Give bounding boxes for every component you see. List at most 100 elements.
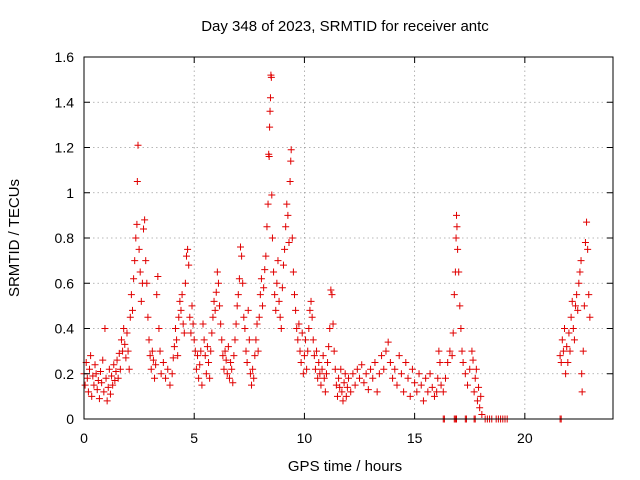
data-point	[454, 245, 462, 253]
data-point	[234, 291, 242, 299]
data-point	[579, 347, 587, 355]
data-point	[408, 365, 416, 373]
data-point	[137, 297, 145, 305]
data-point	[263, 223, 271, 231]
data-point	[281, 245, 289, 253]
data-point	[104, 383, 112, 391]
data-point	[286, 177, 294, 185]
data-point	[328, 291, 336, 299]
data-point	[95, 395, 103, 403]
data-point	[128, 306, 136, 314]
data-point	[109, 381, 117, 389]
data-point	[404, 374, 412, 382]
data-point	[569, 325, 577, 332]
data-point	[581, 239, 589, 247]
data-point	[453, 223, 461, 231]
y-tick-label: 0.4	[55, 321, 75, 337]
data-point	[162, 374, 170, 382]
data-point	[216, 302, 224, 310]
data-point	[327, 286, 335, 294]
data-point	[154, 272, 162, 280]
data-point	[231, 336, 239, 344]
data-point	[411, 379, 419, 387]
data-point	[339, 397, 347, 405]
data-point	[173, 336, 181, 344]
axis-ticks	[83, 56, 613, 420]
data-point	[406, 392, 414, 400]
x-axis-label: GPS time / hours	[288, 458, 402, 475]
data-point	[217, 320, 225, 328]
data-point	[448, 352, 456, 360]
data-point	[242, 347, 250, 355]
data-point	[83, 374, 91, 382]
data-point	[382, 347, 390, 355]
data-point	[302, 336, 310, 344]
data-point	[122, 354, 130, 362]
data-point	[245, 336, 253, 344]
data-point	[478, 410, 486, 418]
data-point	[559, 347, 567, 355]
data-point	[87, 352, 95, 360]
data-point	[261, 266, 269, 274]
data-point	[313, 347, 321, 355]
data-point	[190, 336, 198, 344]
data-point	[441, 374, 449, 382]
data-point	[134, 141, 142, 149]
data-point	[179, 320, 187, 328]
data-point	[353, 365, 361, 373]
data-point	[101, 325, 109, 332]
data-point	[202, 370, 210, 378]
data-point	[178, 291, 186, 299]
y-tick-labels: 0 0.2 0.4 0.6 0.8 1 1.2 1.4 1.6	[55, 49, 75, 427]
data-point	[356, 374, 364, 382]
data-point	[299, 370, 307, 378]
data-point	[574, 306, 582, 314]
data-point	[278, 284, 286, 292]
data-point	[260, 284, 268, 292]
data-point	[266, 123, 274, 131]
data-point	[556, 352, 564, 360]
data-point	[209, 313, 217, 321]
data-point	[201, 352, 209, 360]
data-point	[297, 358, 305, 366]
data-point	[210, 297, 218, 305]
data-point	[152, 361, 160, 369]
data-point	[251, 352, 259, 360]
data-point	[367, 365, 375, 373]
data-point	[123, 329, 131, 337]
data-point	[325, 343, 333, 351]
data-point	[224, 343, 232, 351]
data-point	[99, 356, 107, 364]
x-tick-label: 15	[407, 430, 423, 446]
data-point	[472, 365, 480, 373]
data-point	[317, 381, 325, 389]
data-point	[469, 356, 477, 364]
data-point	[255, 313, 263, 321]
data-point	[389, 374, 397, 382]
data-point	[294, 336, 302, 344]
data-point	[464, 381, 472, 389]
data-point	[184, 245, 192, 253]
y-tick-label: 1.2	[55, 140, 75, 156]
data-point	[114, 374, 122, 382]
data-point	[144, 313, 152, 321]
data-point	[112, 367, 120, 375]
data-point	[304, 347, 312, 355]
x-tick-label: 20	[517, 430, 533, 446]
data-point	[290, 291, 298, 299]
data-point	[578, 388, 586, 396]
data-point	[422, 374, 430, 382]
data-point	[164, 365, 172, 373]
data-point	[146, 352, 154, 360]
data-point	[203, 343, 211, 351]
data-point	[222, 356, 230, 364]
data-point	[186, 313, 194, 321]
data-point	[153, 291, 161, 299]
data-point	[329, 320, 337, 328]
data-point	[276, 313, 284, 321]
data-point	[130, 275, 138, 283]
data-point	[199, 320, 207, 328]
data-point	[116, 365, 124, 373]
data-point	[200, 336, 208, 344]
data-point	[120, 325, 128, 332]
